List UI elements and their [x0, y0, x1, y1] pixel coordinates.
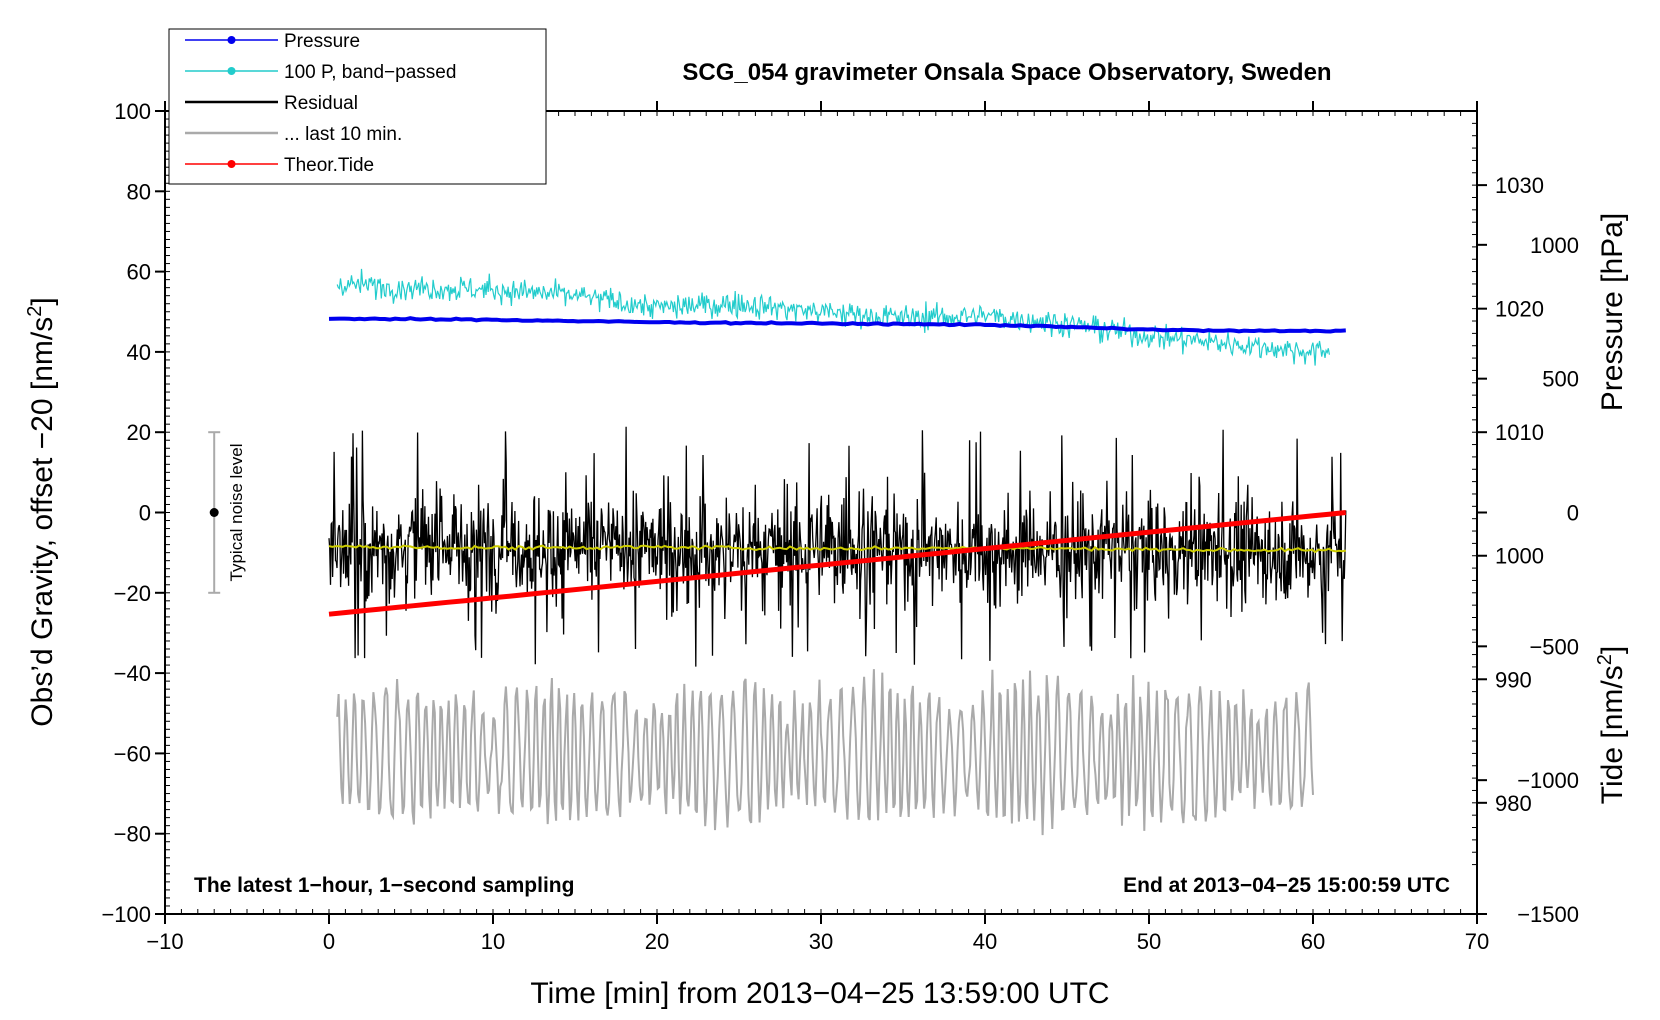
x-tick-label: −10 [146, 929, 183, 954]
series-pressure-line [328, 316, 1346, 334]
x-axis-label: Time [min] from 2013−04−25 13:59:00 UTC [530, 977, 1109, 1010]
series-last-10-min-line [336, 669, 1314, 836]
x-axis-ticks: −10 0 10 20 30 40 50 60 70 [146, 101, 1489, 954]
pressure-axis-ticks: 980 990 1000 1010 1020 1030 [1477, 173, 1544, 816]
y-tick-label: −20 [114, 581, 151, 606]
annotation-latest-hour: The latest 1−hour, 1−second sampling [194, 874, 574, 897]
legend-label: Pressure [284, 31, 360, 52]
pressure-tick-label: 1010 [1495, 420, 1544, 445]
legend-marker [227, 160, 236, 168]
data-series [328, 268, 1347, 836]
y-tick-label: 60 [127, 260, 151, 285]
tide-axis-ticks: −1500 −1000 −500 0 500 1000 [1477, 233, 1579, 927]
pressure-tick-label: 980 [1495, 791, 1532, 816]
pressure-tick-label: 1030 [1495, 173, 1544, 198]
legend-label: 100 P, band−passed [284, 62, 456, 83]
x-tick-label: 30 [809, 929, 833, 954]
y-tick-label: −60 [114, 741, 151, 766]
tide-tick-label: −1000 [1517, 768, 1579, 793]
y-tick-label: −100 [101, 902, 151, 927]
tide-tick-label: 500 [1542, 367, 1579, 392]
tide-tick-label: −500 [1529, 634, 1579, 659]
series-residual-mean-line [328, 544, 1346, 554]
y-tick-label: −40 [114, 661, 151, 686]
noise-level-indicator: Typical noise level [208, 431, 246, 594]
pressure-tick-label: 1000 [1495, 544, 1544, 569]
y-axis-label-pressure: Pressure [hPa] [1596, 213, 1629, 411]
y-axis-label-tide: Tide [nm/s2] [1594, 646, 1629, 804]
legend-label: ... last 10 min. [284, 124, 402, 145]
x-tick-label: 60 [1301, 929, 1325, 954]
x-tick-label: 0 [323, 929, 335, 954]
legend-label: Theor.Tide [284, 155, 374, 176]
legend-box [168, 28, 547, 185]
tide-tick-label: 0 [1567, 501, 1579, 526]
y-tick-label: −80 [114, 822, 151, 847]
noise-bar-center-dot [209, 508, 219, 517]
y-tick-label: 100 [114, 99, 151, 124]
y-tick-label: 40 [127, 340, 151, 365]
x-tick-label: 20 [645, 929, 669, 954]
legend-label: Residual [284, 93, 358, 114]
x-tick-label: 70 [1465, 929, 1489, 954]
pressure-tick-label: 1020 [1495, 297, 1544, 322]
series-residual-line [328, 426, 1347, 667]
legend-marker [227, 36, 236, 44]
pressure-tick-label: 990 [1495, 667, 1532, 692]
x-tick-label: 50 [1137, 929, 1161, 954]
noise-bar-label: Typical noise level [227, 444, 246, 582]
chart-title: SCG_054 gravimeter Onsala Space Observat… [682, 59, 1331, 86]
series-theor-tide-line [328, 510, 1347, 617]
y-tick-label: 0 [139, 501, 151, 526]
x-tick-label: 10 [481, 929, 505, 954]
tide-tick-label: −1500 [1517, 902, 1579, 927]
annotation-end-time: End at 2013−04−25 15:00:59 UTC [1123, 874, 1450, 897]
legend-marker [227, 67, 236, 75]
x-tick-label: 40 [973, 929, 997, 954]
y-axis-ticks: −100 −80 −60 −40 −20 0 20 40 60 80 100 [101, 99, 165, 927]
y-tick-label: 20 [127, 420, 151, 445]
series-band-passed-line [336, 268, 1330, 366]
y-axis-label-left: Obs’d Gravity, offset −20 [nm/s2] [24, 297, 59, 726]
legend: Pressure 100 P, band−passed Residual ... la… [168, 28, 547, 185]
y-tick-label: 80 [127, 179, 151, 204]
tide-tick-label: 1000 [1530, 233, 1579, 258]
